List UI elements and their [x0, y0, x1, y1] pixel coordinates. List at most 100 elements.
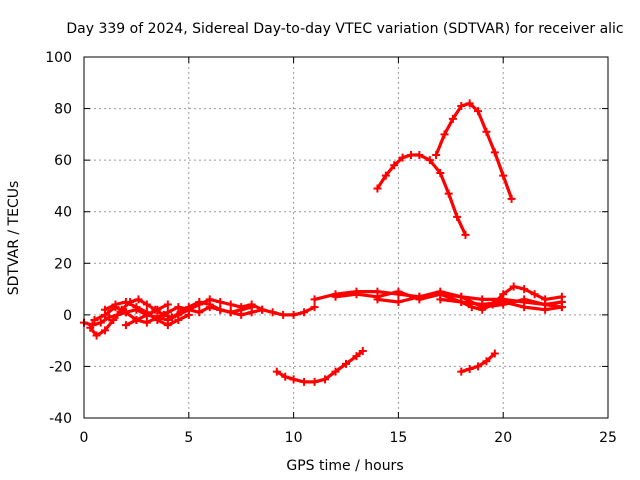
data-point [121, 308, 130, 317]
data-series [80, 99, 566, 386]
data-point [247, 308, 256, 317]
data-point [465, 99, 474, 108]
data-point [373, 295, 382, 304]
data-point [499, 290, 508, 299]
data-point [281, 372, 290, 381]
y-tick-label: -20 [49, 359, 72, 375]
chart-title: Day 339 of 2024, Sidereal Day-to-day VTE… [66, 21, 623, 37]
data-point [163, 321, 172, 330]
data-point [92, 331, 101, 340]
data-point [507, 194, 516, 203]
data-point [436, 169, 445, 178]
data-point [457, 367, 466, 376]
data-point [142, 318, 151, 327]
data-point [352, 290, 361, 299]
data-point [467, 303, 476, 312]
data-point [90, 316, 99, 325]
plot-frame [83, 56, 609, 419]
data-point [111, 300, 120, 309]
y-axis-title: SDTVAR / TECUs [6, 181, 22, 296]
series-track-8 [375, 290, 564, 309]
data-point [216, 305, 225, 314]
data-point [358, 346, 367, 355]
data-point [268, 308, 277, 317]
x-axis-title: GPS time / hours [286, 458, 403, 474]
data-point [226, 308, 235, 317]
data-point [121, 321, 130, 330]
data-point [132, 303, 141, 312]
data-point [184, 310, 193, 319]
data-point [406, 150, 415, 159]
data-point [381, 171, 390, 180]
data-point [415, 150, 424, 159]
data-point [557, 303, 566, 312]
data-point [425, 156, 434, 165]
data-point [289, 375, 298, 384]
data-point [310, 295, 319, 304]
x-tick-label: 10 [285, 430, 303, 446]
data-point [100, 326, 109, 335]
data-point [142, 300, 151, 309]
data-point [205, 303, 214, 312]
data-point [300, 377, 309, 386]
data-point [226, 300, 235, 309]
data-point [444, 189, 453, 198]
data-point [398, 153, 407, 162]
data-point [499, 300, 508, 309]
data-point [86, 323, 95, 332]
data-point [342, 359, 350, 368]
series-track-11 [375, 153, 468, 237]
data-point [415, 292, 424, 301]
data-point [394, 287, 403, 296]
data-point [96, 318, 105, 327]
data-point [432, 150, 441, 159]
data-point [541, 295, 550, 304]
data-point [482, 127, 491, 136]
data-point [436, 287, 445, 296]
x-tick-label: 0 [80, 430, 89, 446]
data-point [482, 357, 491, 366]
data-point [174, 303, 183, 312]
data-point [530, 290, 539, 299]
x-tick-label: 25 [599, 430, 617, 446]
data-point [153, 316, 162, 325]
y-tick-label: 60 [54, 153, 72, 169]
data-point [499, 171, 508, 180]
data-point [216, 297, 225, 306]
data-point [310, 377, 319, 386]
data-point [448, 114, 457, 123]
data-point [509, 282, 518, 291]
data-point [176, 308, 185, 317]
data-point [478, 305, 487, 314]
data-point [134, 295, 143, 304]
y-axis-ticks: -40 -20 0 20 40 60 80 100 [45, 50, 608, 427]
data-point [195, 308, 204, 317]
data-point [237, 310, 246, 319]
data-point [300, 308, 309, 317]
data-point [520, 285, 529, 294]
data-point [105, 313, 114, 322]
data-point [163, 300, 172, 309]
x-tick-label: 15 [389, 430, 407, 446]
y-tick-label: 0 [63, 308, 72, 324]
data-point [163, 308, 172, 317]
y-tick-label: 20 [54, 256, 72, 272]
data-point [461, 230, 470, 239]
data-point [394, 297, 403, 306]
data-point [100, 305, 109, 314]
data-point [453, 212, 462, 221]
data-point [474, 362, 483, 371]
x-tick-label: 20 [494, 430, 512, 446]
data-point [488, 300, 497, 309]
data-point [132, 316, 141, 325]
data-point [331, 367, 340, 376]
data-point [474, 107, 483, 116]
data-point [520, 295, 529, 304]
data-point [258, 305, 267, 314]
data-point [289, 310, 298, 319]
data-point [490, 349, 499, 358]
data-point [373, 184, 382, 193]
data-point [457, 101, 466, 110]
data-point [310, 303, 319, 312]
